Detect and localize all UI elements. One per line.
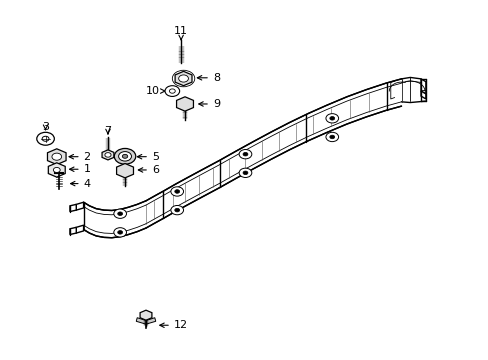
Circle shape xyxy=(164,86,179,96)
Circle shape xyxy=(170,206,183,215)
Polygon shape xyxy=(116,163,133,178)
Circle shape xyxy=(329,135,334,139)
Polygon shape xyxy=(48,163,65,177)
Circle shape xyxy=(325,132,338,141)
Circle shape xyxy=(114,228,126,237)
Circle shape xyxy=(114,209,126,219)
Polygon shape xyxy=(47,149,66,165)
Text: 7: 7 xyxy=(104,126,111,135)
Circle shape xyxy=(122,154,127,158)
Polygon shape xyxy=(420,79,425,94)
Circle shape xyxy=(118,230,122,234)
Text: 11: 11 xyxy=(174,26,188,40)
Polygon shape xyxy=(176,97,193,111)
Text: 1: 1 xyxy=(69,164,90,174)
Text: 10: 10 xyxy=(146,86,165,96)
Circle shape xyxy=(243,171,247,175)
Polygon shape xyxy=(420,91,425,99)
Circle shape xyxy=(169,89,175,93)
Circle shape xyxy=(329,117,334,120)
Circle shape xyxy=(174,190,179,193)
Circle shape xyxy=(243,152,247,156)
Polygon shape xyxy=(140,310,152,320)
Circle shape xyxy=(42,136,49,141)
Polygon shape xyxy=(102,150,114,160)
Text: 2: 2 xyxy=(69,152,91,162)
Text: 12: 12 xyxy=(160,320,187,330)
Circle shape xyxy=(239,149,251,159)
Circle shape xyxy=(37,132,54,145)
Polygon shape xyxy=(70,227,76,234)
Circle shape xyxy=(174,208,179,212)
Circle shape xyxy=(325,114,338,123)
Text: 5: 5 xyxy=(137,152,159,162)
Circle shape xyxy=(119,152,131,161)
Polygon shape xyxy=(70,204,76,212)
Circle shape xyxy=(53,167,60,172)
Text: 8: 8 xyxy=(197,73,220,83)
Circle shape xyxy=(118,212,122,216)
Polygon shape xyxy=(136,318,146,324)
Polygon shape xyxy=(175,71,192,86)
Circle shape xyxy=(114,148,136,164)
Circle shape xyxy=(105,153,111,157)
Text: 9: 9 xyxy=(199,99,220,109)
Circle shape xyxy=(239,168,251,177)
Polygon shape xyxy=(146,318,156,324)
Circle shape xyxy=(170,187,183,196)
Polygon shape xyxy=(76,225,83,233)
Text: 6: 6 xyxy=(138,165,159,175)
Text: 3: 3 xyxy=(42,122,49,132)
Circle shape xyxy=(52,153,61,160)
Circle shape xyxy=(178,75,188,82)
Text: 4: 4 xyxy=(70,179,91,189)
Polygon shape xyxy=(76,202,83,210)
